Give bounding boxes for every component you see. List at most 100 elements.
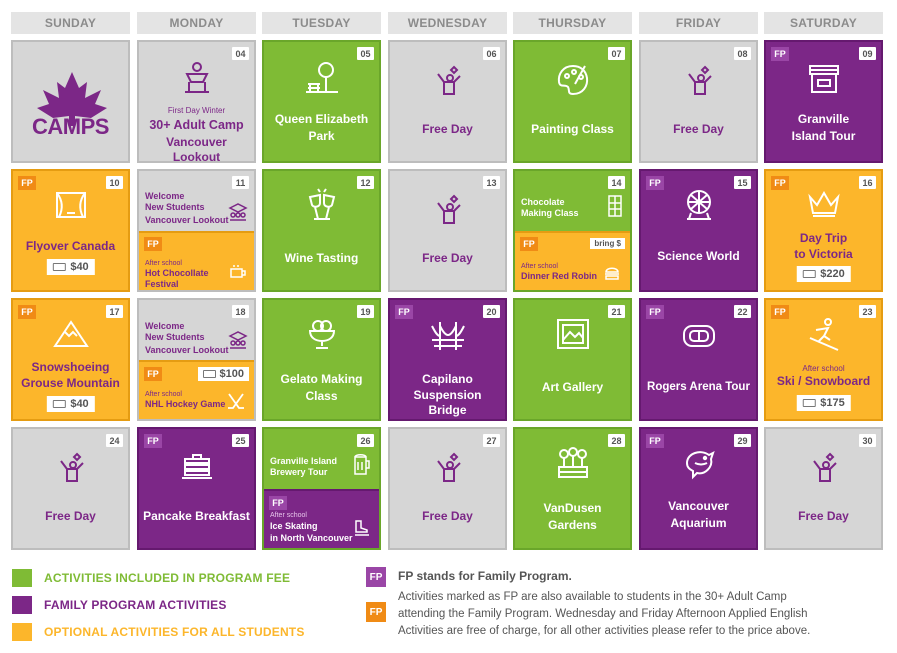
hot-chocolate-icon [228,263,248,281]
day-header-friday: FRIDAY [639,12,758,34]
event-title: Welcome [145,321,185,331]
framed-picture-icon [555,316,591,352]
calendar-cell-08[interactable]: 08 Free Day [639,40,758,163]
day-header-monday: MONDAY [137,12,256,34]
fp-note-line-1: Activities marked as FP are also availab… [398,591,787,603]
calendar-cell-16[interactable]: FP 16 Day Trip to Victoria $220 [764,169,883,292]
calendar-cell-04[interactable]: 04 First Day Winter 30+ Adult Camp Vanco… [137,40,256,163]
calendar-cell-29[interactable]: FP 29 Vancouver Aquarium [639,427,758,550]
celebration-person-icon [430,451,466,487]
price-tag: $175 [796,395,851,411]
after-school-block[interactable]: FP After school Ice Skating in North Van… [264,489,379,548]
date-number: 28 [608,434,625,447]
legend-label-orange: OPTIONAL ACTIVITIES FOR ALL STUDENTS [44,625,305,639]
calendar-cell-19[interactable]: 19 Gelato Making Class [262,298,381,421]
calendar-cell-13[interactable]: 13 Free Day [388,169,507,292]
event-title: VanDusen [543,501,602,515]
calendar-cell-26[interactable]: 26 Granville Island Brewery Tour FP Afte… [262,427,381,550]
students-icon [228,203,248,221]
event-subtitle: New Students [145,332,205,342]
fp-badge: FP [646,434,664,448]
calendar-cell-24[interactable]: 24 Free Day [11,427,130,550]
ticket-icon [52,263,66,271]
fp-badge: FP [144,367,162,381]
palette-icon [555,62,591,98]
event-title: Snowshoeing [31,360,110,374]
price-tag: $40 [46,396,95,412]
calendar-cell-06[interactable]: 06 Free Day [388,40,507,163]
date-number: 29 [734,434,751,447]
event-subtitle: New Students [145,202,205,212]
event-title: 30+ Adult Camp [149,118,244,132]
hockey-sticks-icon [226,392,246,412]
after-school-label: After school [270,512,307,519]
fp-badge: FP [144,434,162,448]
event-title: Flyover Canada [25,239,116,253]
calendar-cell-15[interactable]: FP 15 Science World [639,169,758,292]
calendar-cell-12[interactable]: 12 Wine Tasting [262,169,381,292]
calendar-cell-14[interactable]: 14 Chocolate Making Class FP bring $ Aft… [513,169,632,292]
calendar-cell-21[interactable]: 21 Art Gallery [513,298,632,421]
maple-leaf-icon [35,70,109,126]
burger-icon [604,265,620,281]
calendar-cell-logo: CAMPS [11,40,130,163]
logo-text: CAMPS [32,114,109,139]
fp-legend-purple-badge: FP [366,567,386,587]
after-school-block[interactable]: FP bring $ After school Dinner Red Robin [515,231,630,290]
event-subtitle: Island Tour [791,129,856,143]
after-school-block[interactable]: FP $100 After school NHL Hockey Game [139,360,254,419]
day-header-saturday: SATURDAY [764,12,883,34]
event-title: Capilano [422,372,473,386]
ticket-icon [202,370,216,378]
calendar-cell-09[interactable]: FP 09 Granville Island Tour [764,40,883,163]
after-school-label: After school [802,364,845,373]
theater-curtain-icon [53,187,89,223]
event-title: Art Gallery [541,380,604,394]
calendar-cell-28[interactable]: 28 VanDusen Gardens [513,427,632,550]
calendar-cell-27[interactable]: 27 Free Day [388,427,507,550]
fp-legend-orange-badge: FP [366,602,386,622]
event-title: Granville [797,112,850,126]
event-title: Queen Elizabeth [274,112,369,126]
after-school-label: After school [521,263,558,270]
calendar-cell-23[interactable]: FP 23 After school Ski / Snowboard $175 [764,298,883,421]
event-subtitle: Suspension Bridge [413,388,482,417]
calendar-cell-22[interactable]: FP 22 Rogers Arena Tour [639,298,758,421]
after-school-block[interactable]: FP After school Hot Chocollate Festival [139,231,254,290]
calendar-cell-18[interactable]: 18 Welcome New Students Vancouver Lookou… [137,298,256,421]
ticket-icon [52,400,66,408]
bridge-icon [430,318,466,354]
fp-badge: FP [520,237,538,251]
ice-skate-icon [353,519,371,537]
date-number: 13 [483,176,500,189]
calendar-cell-07[interactable]: 07 Painting Class [513,40,632,163]
event-title: Chocolate [521,197,565,207]
calendar-cell-10[interactable]: FP 10 Flyover Canada $40 [11,169,130,292]
calendar-cell-30[interactable]: 30 Free Day [764,427,883,550]
legend-swatch-purple [12,596,32,614]
calendar-cell-17[interactable]: FP 17 Snowshoeing Grouse Mountain $40 [11,298,130,421]
date-number: 12 [357,176,374,189]
calendar-cell-11[interactable]: 11 Welcome New Students Vancouver Lookou… [137,169,256,292]
calendar-cell-20[interactable]: FP 20 Capilano Suspension Bridge [388,298,507,421]
price-value: $100 [219,368,244,380]
celebration-person-icon [430,64,466,100]
event-subtitle: Aquarium [670,516,727,530]
after-school-label: After school [145,260,182,267]
event-subtitle: Gardens [548,518,597,532]
date-number: 08 [734,47,751,60]
date-number: 18 [232,305,249,318]
market-stall-icon [806,60,842,96]
legend-swatch-orange [12,623,32,641]
flower-garden-icon [555,445,591,481]
date-number: 17 [106,305,123,318]
price-tag: $40 [46,259,95,275]
event-subtitle: to Victoria [794,247,853,261]
event-title: Day Trip [799,231,848,245]
event-subtitle: Grouse Mountain [21,376,120,390]
calendar-cell-05[interactable]: 05 Queen Elizabeth Park [262,40,381,163]
date-number: 09 [859,47,876,60]
calendar-cell-25[interactable]: FP 25 Pancake Breakfast [137,427,256,550]
event-title: Science World [657,249,740,263]
event-title: Vancouver [668,499,729,513]
